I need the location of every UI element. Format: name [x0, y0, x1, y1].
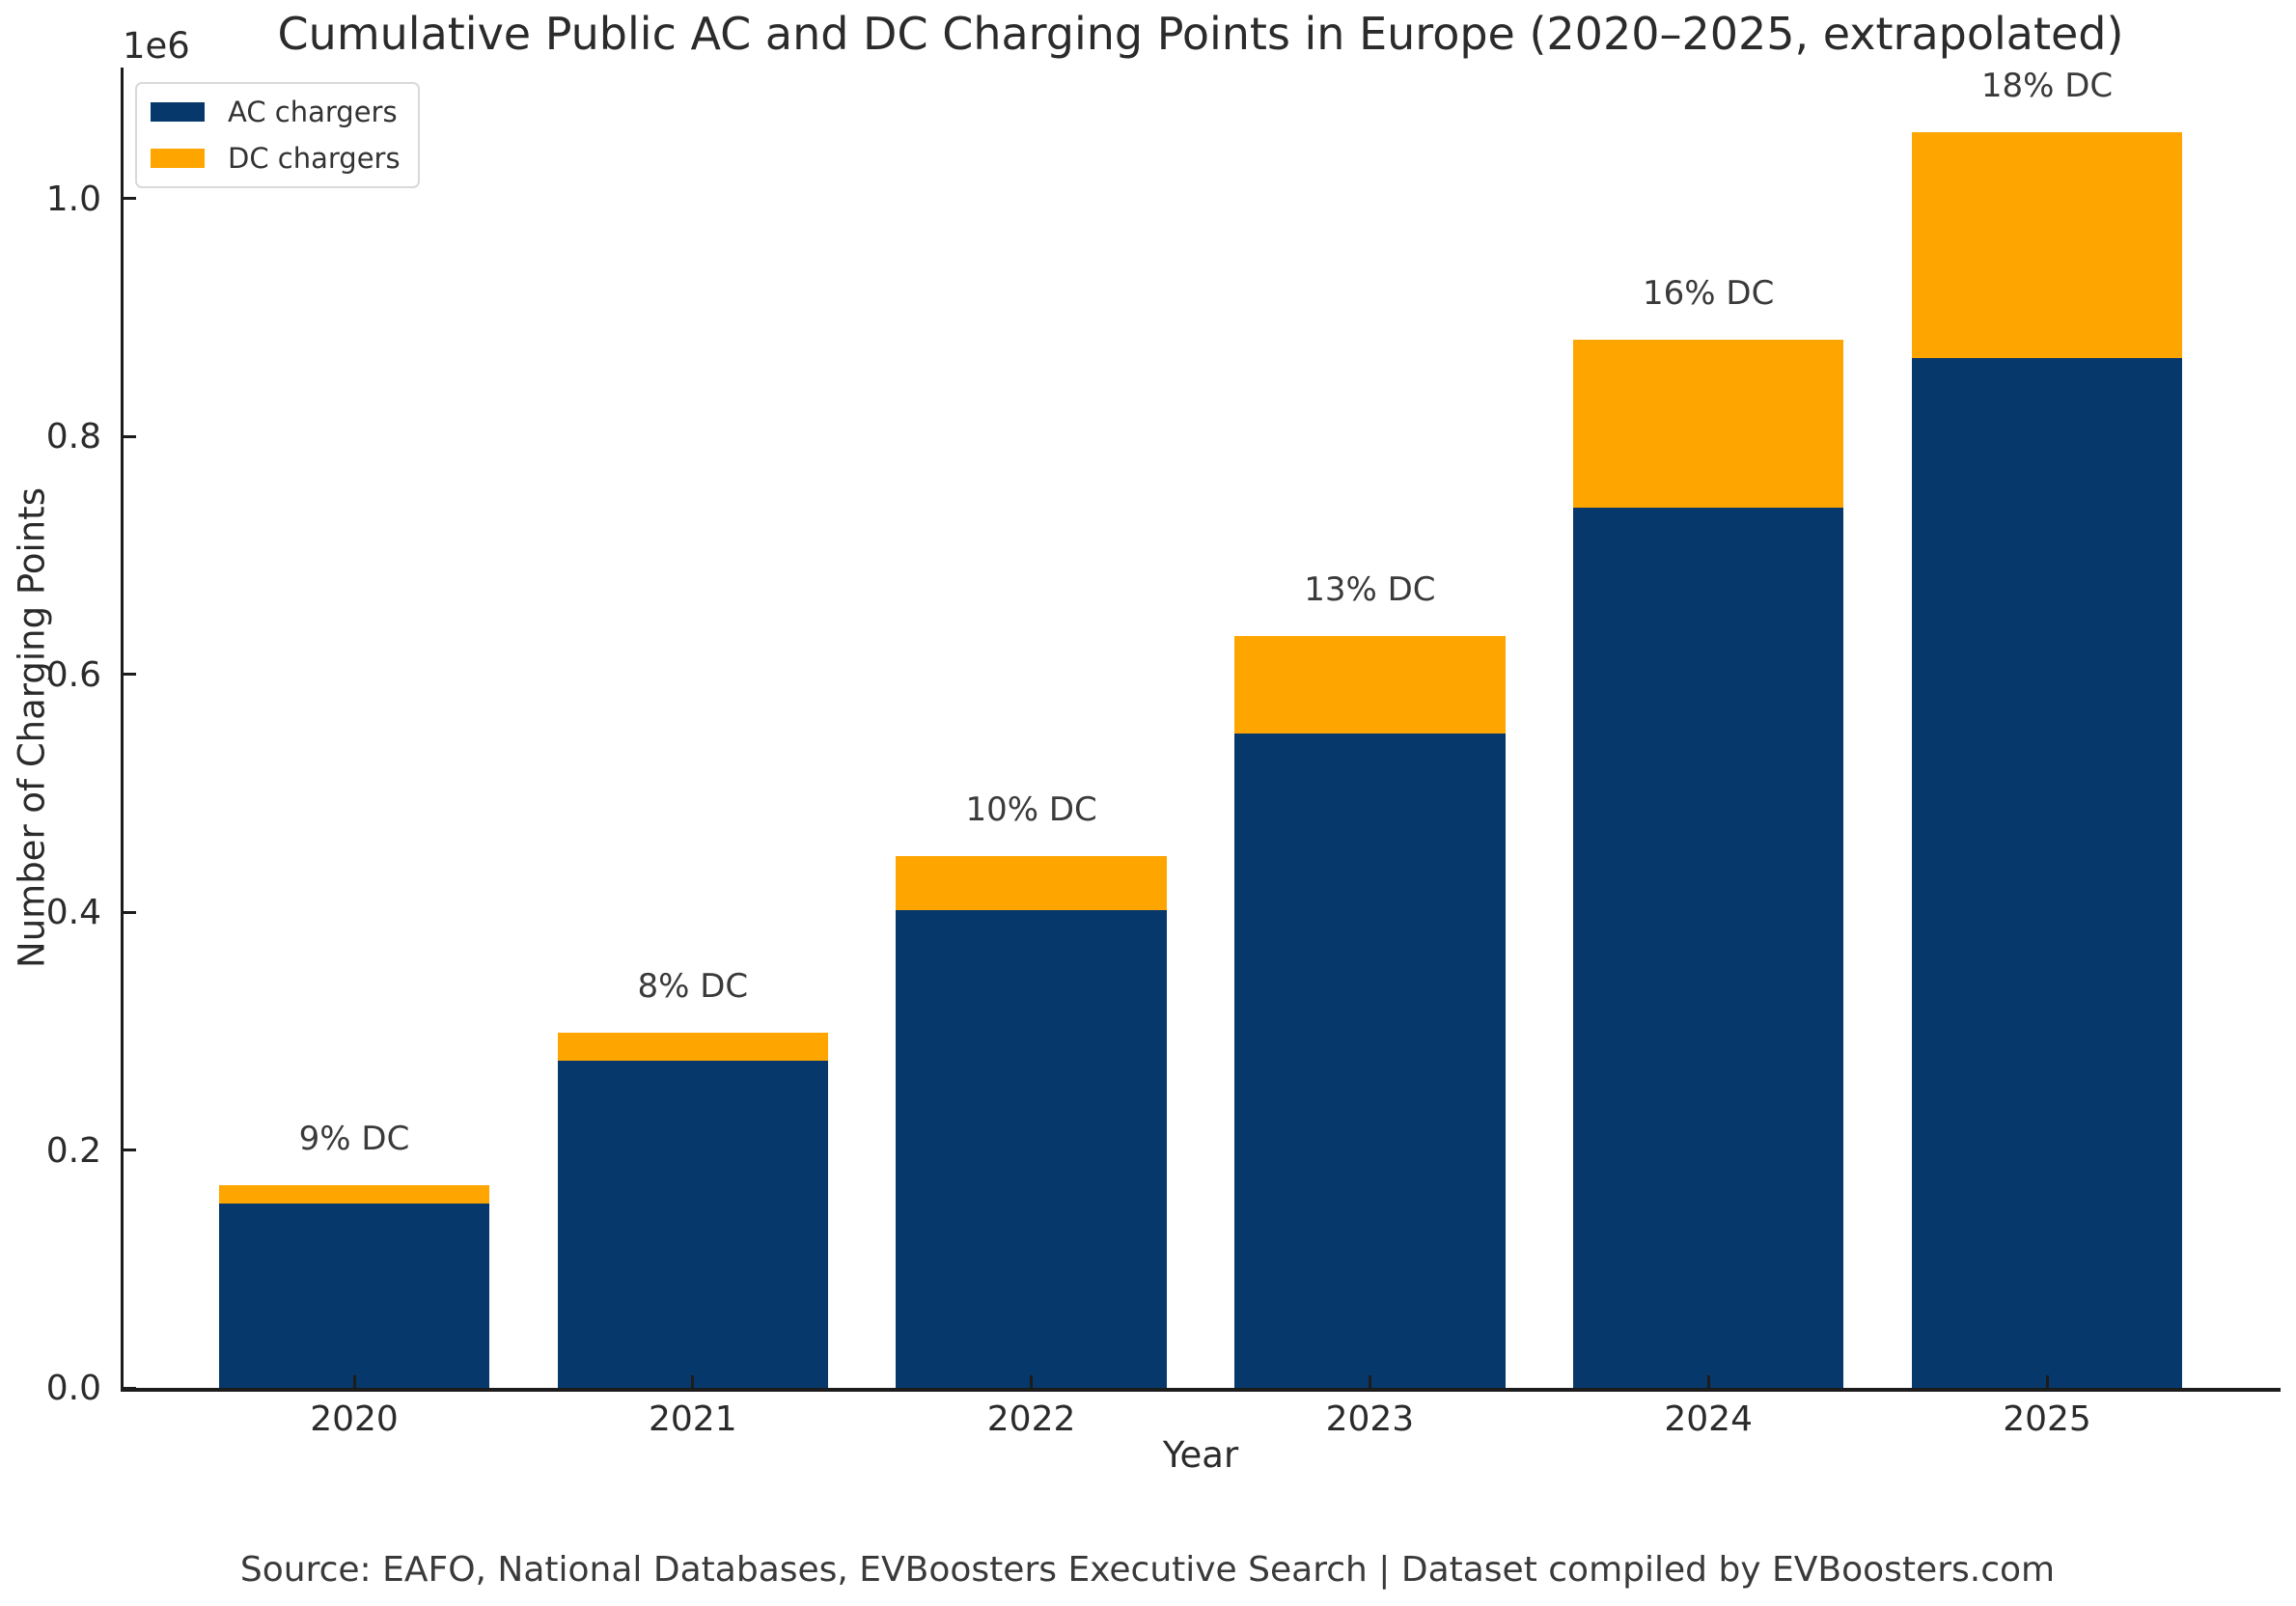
x-tick-label: 2021	[648, 1399, 737, 1439]
x-axis-title: Year	[1162, 1434, 1239, 1476]
legend-label-ac: AC chargers	[228, 96, 398, 128]
y-tick-label: 0.6	[45, 654, 101, 695]
x-tick	[1706, 1375, 1710, 1388]
bar-annotation: 13% DC	[1304, 570, 1436, 610]
plot-area: AC chargers DC chargers 9% DC 2020 8% DC 20…	[46, 66, 2281, 1439]
x-axis-line	[121, 1388, 2281, 1392]
bar-annotation: 16% DC	[1643, 274, 1775, 314]
bar-segment-dc	[218, 1184, 490, 1204]
bar-segment-ac	[896, 909, 1167, 1388]
chart-title: Cumulative Public AC and DC Charging Poi…	[277, 8, 2124, 60]
legend-item-dc: DC chargers	[151, 142, 401, 175]
y-axis-line	[121, 68, 124, 1392]
y-tick	[124, 434, 136, 438]
x-tick	[352, 1375, 356, 1388]
y-tick	[124, 1149, 136, 1151]
y-tick-label: 1.0	[45, 179, 101, 219]
x-tick	[2045, 1375, 2049, 1388]
source-caption: Source: EAFO, National Databases, EVBoos…	[239, 1550, 2056, 1590]
y-tick	[124, 197, 136, 201]
bar-segment-ac	[1911, 357, 2183, 1388]
y-axis-offset-text: 1e6	[123, 25, 190, 67]
bar-annotation: 18% DC	[1980, 66, 2114, 105]
y-tick-label: 0.8	[45, 417, 101, 457]
legend-item-ac: AC chargers	[151, 96, 401, 128]
x-tick-label: 2023	[1325, 1399, 1415, 1439]
bar-annotation: 9% DC	[298, 1119, 410, 1158]
bar-annotation: 8% DC	[637, 966, 749, 1006]
x-tick	[691, 1375, 695, 1388]
x-tick	[1030, 1375, 1034, 1388]
bar-segment-ac	[218, 1204, 490, 1388]
x-tick-label: 2020	[310, 1399, 399, 1439]
y-tick-label: 0.0	[45, 1369, 101, 1408]
bar-segment-ac	[1234, 734, 1506, 1388]
x-tick-label: 2025	[2003, 1399, 2091, 1439]
dc-chargers-swatch	[151, 149, 205, 168]
bar-segment-dc	[557, 1032, 829, 1062]
bar-segment-dc	[896, 856, 1167, 910]
bar-segment-dc	[1911, 131, 2183, 358]
bar-segment-ac	[1572, 508, 1844, 1388]
y-tick-label: 0.2	[45, 1130, 101, 1171]
bar-segment-dc	[1234, 636, 1506, 734]
y-tick-label: 0.4	[45, 893, 101, 932]
bar-annotation: 10% DC	[965, 790, 1097, 830]
y-tick	[124, 1386, 136, 1390]
x-tick	[1368, 1375, 1371, 1388]
legend-label-dc: DC chargers	[228, 142, 401, 175]
bar-segment-dc	[1572, 340, 1844, 508]
ac-chargers-swatch	[151, 102, 205, 122]
y-tick	[124, 673, 136, 676]
legend: AC chargers DC chargers	[135, 82, 420, 188]
x-tick-label: 2024	[1664, 1399, 1753, 1439]
bar-segment-ac	[557, 1061, 829, 1388]
y-tick	[124, 910, 136, 914]
x-tick-label: 2022	[986, 1399, 1076, 1439]
